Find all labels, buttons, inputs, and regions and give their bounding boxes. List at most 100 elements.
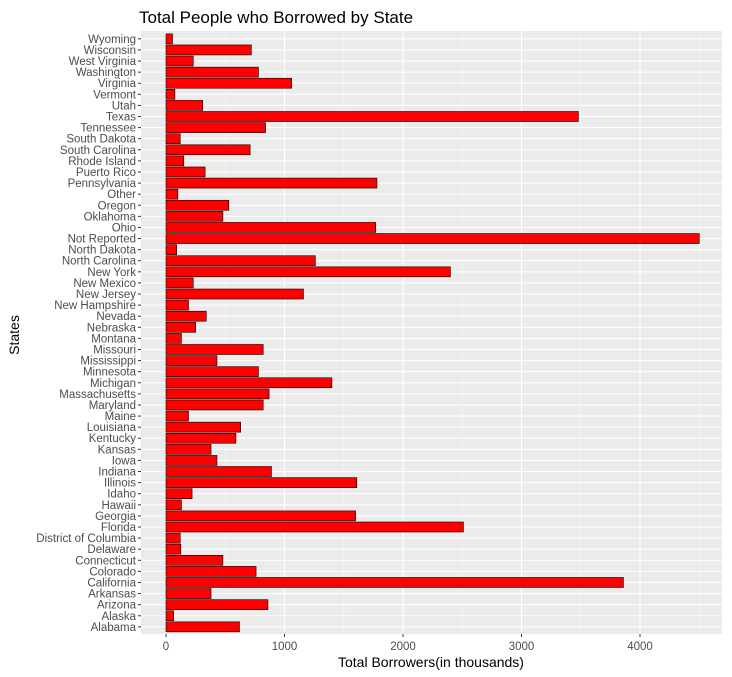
y-tick-label: Georgia — [95, 511, 137, 523]
bar — [165, 432, 237, 444]
y-tick-label: Louisiana — [87, 422, 137, 434]
y-tick-label: South Dakota — [66, 134, 136, 146]
bar — [165, 66, 259, 78]
bar — [165, 222, 377, 233]
bar — [165, 610, 175, 622]
bars — [165, 33, 700, 633]
bar — [165, 566, 257, 577]
bar — [165, 399, 264, 411]
x-tick-label: 2000 — [390, 641, 416, 653]
bar — [165, 111, 579, 122]
y-tick-label: Other — [107, 189, 136, 201]
bar — [165, 144, 251, 156]
y-tick-label: Nevada — [96, 311, 136, 323]
y-tick-label: Kentucky — [89, 433, 137, 445]
y-tick-label: Minnesota — [83, 367, 137, 379]
bar — [165, 233, 700, 244]
x-axis-ticks: 0 1000 2000 3000 4000 — [163, 634, 653, 653]
bar — [165, 155, 185, 167]
bar — [165, 455, 218, 466]
bar — [165, 211, 224, 222]
bar — [165, 477, 358, 488]
y-tick-label: Mississippi — [80, 356, 136, 368]
bar — [165, 532, 181, 544]
y-tick-label: Nebraska — [87, 322, 137, 334]
y-tick-label: Utah — [112, 100, 136, 112]
bar — [165, 122, 266, 133]
bar — [165, 355, 218, 366]
y-tick-label: Alaska — [101, 611, 136, 623]
y-tick-label: New Hampshire — [54, 300, 136, 312]
chart-title: Total People who Borrowed by State — [139, 8, 413, 27]
y-tick-label: Missouri — [93, 344, 136, 356]
y-tick-label: Connecticut — [75, 555, 137, 567]
y-tick-label: Rhode Island — [68, 156, 136, 168]
x-axis-title: Total Borrowers(in thousands) — [338, 654, 524, 670]
bar — [165, 133, 181, 144]
bar — [165, 466, 272, 477]
y-tick-label: Oregon — [98, 200, 136, 212]
bar — [165, 344, 264, 355]
y-tick-label: Idaho — [107, 489, 136, 501]
bar — [165, 288, 304, 300]
y-tick-label: Illinois — [104, 478, 136, 490]
bar — [165, 410, 189, 422]
y-tick-label: Colorado — [89, 566, 136, 578]
y-tick-label: Kansas — [98, 444, 137, 456]
bar — [165, 244, 177, 255]
y-tick-label: Arkansas — [88, 589, 136, 601]
y-tick-label: Hawaii — [101, 500, 136, 512]
x-tick-label: 0 — [163, 641, 169, 653]
y-tick-label: Virginia — [98, 78, 137, 90]
bar — [165, 166, 206, 178]
bar — [165, 310, 207, 322]
bar — [165, 577, 624, 588]
y-tick-label: District of Columbia — [36, 533, 136, 545]
y-axis-ticks: AlabamaAlaskaArizonaArkansasCaliforniaCo… — [36, 34, 141, 634]
y-tick-label: Iowa — [112, 455, 137, 467]
x-tick-label: 1000 — [272, 641, 298, 653]
bar — [165, 377, 333, 389]
bar — [165, 621, 240, 633]
bar — [165, 488, 193, 500]
bar — [165, 188, 179, 200]
bar — [165, 55, 194, 67]
y-tick-label: Wisconsin — [84, 45, 136, 57]
y-tick-label: Oklahoma — [84, 211, 137, 223]
bar — [165, 77, 292, 89]
y-tick-label: South Carolina — [60, 145, 137, 157]
y-axis-title: States — [6, 315, 22, 355]
bar — [165, 177, 378, 189]
y-tick-label: Indiana — [98, 467, 136, 479]
y-tick-label: Michigan — [90, 378, 136, 390]
bar — [165, 499, 182, 511]
y-tick-label: Maine — [105, 411, 136, 423]
bar — [165, 255, 316, 267]
y-tick-label: Ohio — [112, 222, 136, 234]
bar — [165, 444, 212, 455]
bar — [165, 89, 176, 100]
x-tick-label: 4000 — [627, 641, 653, 653]
gridlines — [141, 31, 722, 634]
bar — [165, 388, 270, 400]
bar — [165, 322, 196, 333]
y-tick-label: West Virginia — [69, 56, 137, 68]
y-tick-label: California — [87, 577, 136, 589]
bar — [165, 543, 182, 555]
y-tick-label: Florida — [101, 522, 137, 534]
bar — [165, 44, 252, 56]
bar — [165, 510, 356, 522]
bar — [165, 299, 189, 311]
bar — [165, 333, 182, 344]
y-tick-label: Arizona — [97, 600, 137, 612]
y-tick-label: New York — [87, 267, 136, 279]
x-tick-label: 3000 — [509, 641, 535, 653]
y-tick-label: Maryland — [89, 400, 136, 412]
y-tick-label: Vermont — [93, 89, 137, 101]
y-tick-label: Tennessee — [80, 123, 136, 135]
bar — [165, 554, 224, 566]
bar — [165, 599, 269, 610]
bar — [165, 521, 464, 533]
bar — [165, 421, 241, 433]
